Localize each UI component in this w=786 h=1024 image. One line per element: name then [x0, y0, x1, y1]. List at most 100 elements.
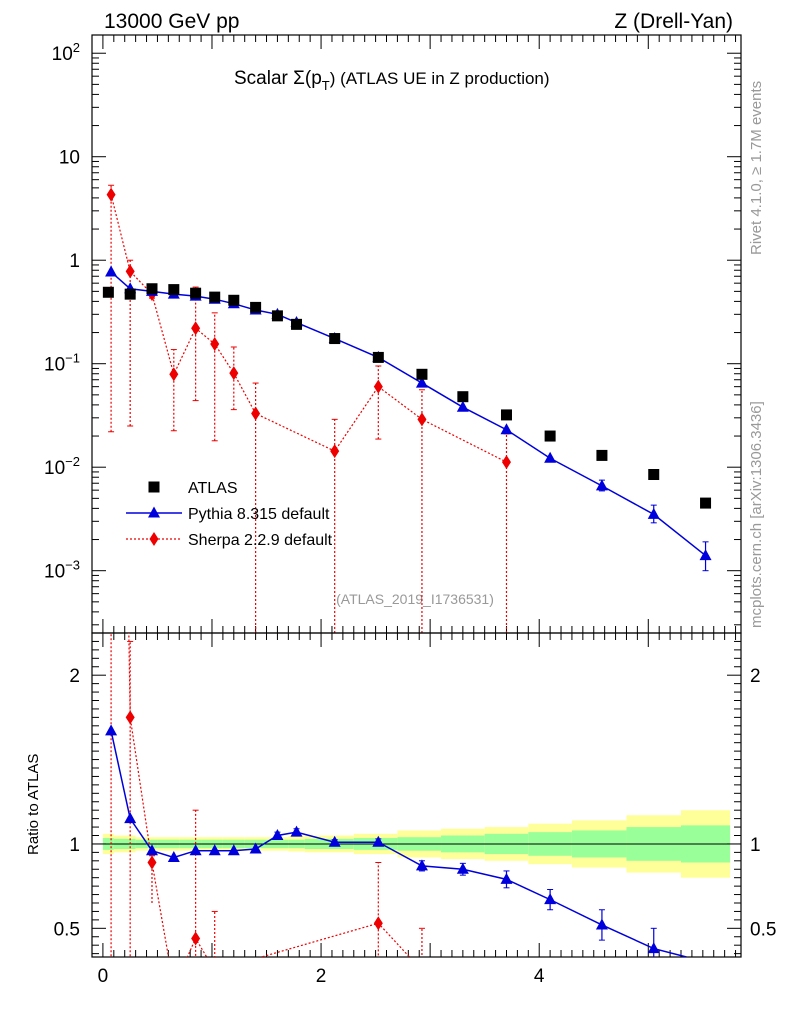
ratio-sherpa-line: [128, 633, 411, 957]
legend-label-pythia: Pythia 8.315 default: [188, 506, 330, 523]
sherpa-point: [191, 321, 201, 336]
x-tick-label: 0: [98, 966, 109, 987]
atlas-point: [250, 301, 262, 313]
header-left-label: 13000 GeV pp: [104, 10, 239, 33]
ratio-pythia-point: [189, 844, 202, 856]
atlas-point: [329, 333, 341, 345]
atlas-point: [102, 286, 114, 298]
atlas-point: [146, 283, 158, 295]
main-y-tick-label-base: 10: [44, 458, 65, 479]
atlas-point: [271, 310, 283, 322]
atlas-point: [124, 288, 136, 300]
ratio-sherpa-point: [147, 855, 157, 870]
main-y-tick-label-base: 1: [69, 251, 80, 272]
main-y-tick-label-base: 10: [59, 148, 80, 169]
header-right-label: Z (Drell-Yan): [614, 10, 733, 33]
ratio-pythia-point: [290, 825, 303, 837]
ratio-sherpa-point: [417, 964, 426, 978]
ratio-y-axis-label: Ratio to ATLAS: [25, 754, 42, 855]
main-y-tick-label: 10−3: [44, 558, 80, 583]
main-y-tick-label: 10−2: [44, 454, 80, 479]
chart-title: Scalar Σ(pT) (ATLAS UE in Z production): [234, 68, 550, 93]
atlas-point: [372, 351, 384, 363]
ratio-panel: 0 2 4 2 2 1 1 0.5 0.5: [54, 632, 776, 994]
pythia-point: [105, 265, 118, 277]
pythia-point: [595, 479, 608, 491]
atlas-point: [291, 318, 303, 330]
pythia-point: [456, 400, 469, 412]
main-y-tick-label: 10: [59, 148, 80, 169]
main-y-tick-label-base: 10: [44, 355, 65, 376]
atlas-point: [168, 284, 180, 296]
ratio-sherpa-point: [125, 710, 135, 725]
atlas-point: [596, 449, 608, 461]
legend-atlas-marker: [148, 481, 160, 493]
x-tick-label: 4: [534, 966, 545, 987]
ratio-sherpa-point: [169, 980, 178, 994]
sherpa-point: [125, 264, 135, 279]
sherpa-point: [501, 455, 511, 470]
main-y-tick-label: 102: [52, 40, 80, 65]
legend-sherpa-marker: [149, 532, 159, 546]
main-y-tick-label-base: 10: [52, 44, 73, 65]
atlas-point: [544, 430, 556, 442]
pythia-point: [699, 549, 712, 561]
sherpa-point: [330, 444, 340, 459]
sherpa-point: [210, 337, 220, 352]
side-label-rivet: Rivet 4.1.0, ≥ 1.7M events: [748, 81, 765, 255]
chart-title-pre: Scalar: [234, 68, 293, 89]
ratio-y-tick-label-left: 2: [69, 666, 80, 687]
sherpa-point: [373, 379, 383, 394]
legend: ATLAS Pythia 8.315 default Sherpa 2.2.9 de…: [126, 480, 333, 549]
ratio-frame: [91, 632, 742, 958]
ratio-pythia-point: [124, 812, 137, 824]
ratio-pythia-point: [328, 835, 341, 847]
main-y-tick-label-exponent: −2: [65, 454, 80, 469]
pythia-point: [647, 507, 660, 519]
sherpa-point: [229, 366, 239, 381]
legend-pythia-marker: [148, 506, 160, 518]
ratio-pythia-point: [456, 862, 469, 874]
chart-title-sigma: Σ(p: [293, 68, 322, 89]
ratio-pythia-group: [105, 724, 687, 957]
sherpa-point: [106, 187, 116, 202]
chart-title-sub: T: [322, 78, 330, 93]
ratio-pythia-point: [544, 893, 557, 905]
ratio-pythia-point: [105, 724, 118, 736]
ratio-pythia-point: [500, 872, 513, 884]
atlas-point: [209, 291, 221, 303]
atlas-point: [700, 497, 712, 509]
pythia-point: [544, 451, 557, 463]
pythia-point: [500, 423, 513, 435]
ratio-sherpa-point: [191, 931, 201, 946]
ratio-pythia-point: [372, 835, 385, 847]
pythia-point: [415, 376, 428, 388]
main-y-tick-label-exponent: 2: [73, 40, 80, 55]
chart-title-post: ) (ATLAS UE in Z production): [330, 69, 550, 88]
main-y-tick-label: 1: [69, 251, 80, 272]
ratio-y-tick-label-right: 2: [750, 666, 761, 687]
ratio-pythia-point: [208, 844, 221, 856]
atlas-point: [228, 294, 240, 306]
ratio-pythia-point: [647, 942, 660, 954]
atlas-point: [500, 409, 512, 421]
legend-label-sherpa: Sherpa 2.2.9 default: [188, 532, 333, 549]
ratio-pythia-point: [249, 842, 262, 854]
ratio-pythia-point: [145, 844, 158, 856]
sherpa-point: [417, 412, 427, 427]
atlas-point: [416, 368, 428, 380]
atlas-point: [457, 391, 469, 403]
ratio-y-tick-label-left: 1: [69, 835, 80, 856]
ratio-sherpa-point: [210, 964, 219, 978]
ratio-pythia-point: [271, 829, 284, 840]
ratio-pythia-point: [415, 859, 428, 871]
ratio-pythia-point: [595, 918, 608, 930]
ratio-y-tick-label-right: 0.5: [750, 919, 776, 940]
analysis-id-label: (ATLAS_2019_I1736531): [336, 591, 494, 607]
ratio-y-tick-label-left: 0.5: [54, 919, 80, 940]
ratio-pythia-point: [227, 844, 240, 856]
atlas-point: [648, 469, 660, 481]
ratio-sherpa-point: [373, 916, 383, 931]
